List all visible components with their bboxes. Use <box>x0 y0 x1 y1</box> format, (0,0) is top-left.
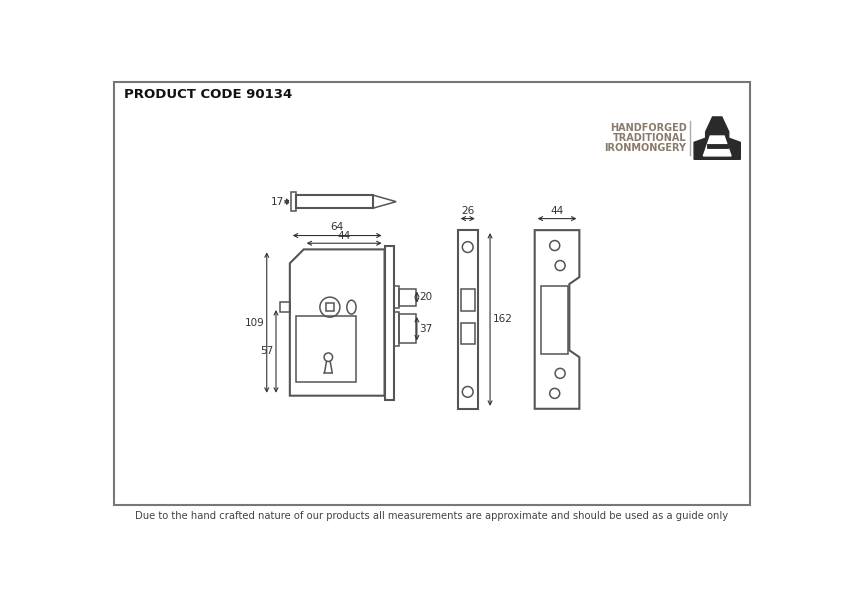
Bar <box>290 192 296 211</box>
Text: 57: 57 <box>260 346 274 356</box>
Text: 17: 17 <box>271 197 285 207</box>
Text: TRADITIONAL: TRADITIONAL <box>613 132 686 142</box>
Bar <box>399 288 416 306</box>
Polygon shape <box>703 136 731 156</box>
Bar <box>541 286 568 354</box>
Text: 20: 20 <box>419 292 432 302</box>
Text: 64: 64 <box>331 222 344 232</box>
Bar <box>461 323 475 344</box>
Bar <box>394 286 399 308</box>
Text: 26: 26 <box>461 206 474 216</box>
Text: HANDFORGED: HANDFORGED <box>610 123 686 132</box>
Bar <box>458 230 477 409</box>
Bar <box>296 316 356 382</box>
Bar <box>326 303 333 311</box>
Text: IRONMONGERY: IRONMONGERY <box>605 142 686 153</box>
Bar <box>296 195 373 208</box>
Polygon shape <box>694 117 740 159</box>
Text: 109: 109 <box>245 318 264 328</box>
Text: 44: 44 <box>338 231 351 241</box>
Text: Due to the hand crafted nature of our products all measurements are approximate : Due to the hand crafted nature of our pr… <box>135 511 728 521</box>
Text: 44: 44 <box>551 206 563 216</box>
Bar <box>394 312 399 346</box>
Bar <box>385 246 394 399</box>
Bar <box>280 302 290 312</box>
FancyBboxPatch shape <box>114 82 749 505</box>
Text: PRODUCT CODE 90134: PRODUCT CODE 90134 <box>125 88 292 101</box>
Bar <box>399 314 416 343</box>
Text: 37: 37 <box>419 324 433 334</box>
Text: 162: 162 <box>493 315 512 324</box>
Bar <box>461 289 475 311</box>
